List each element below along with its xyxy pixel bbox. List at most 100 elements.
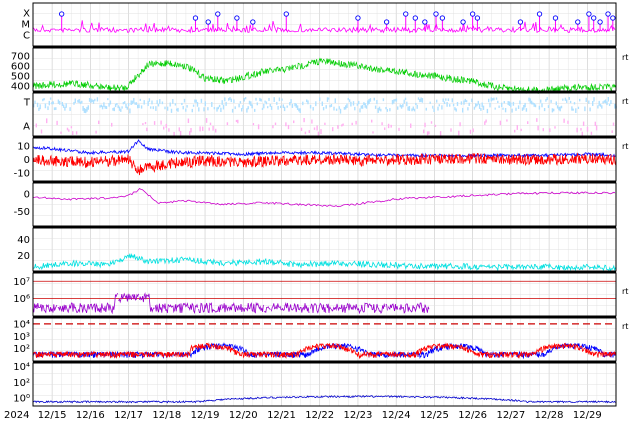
sector-dot [138,104,140,109]
sector-dot [525,108,528,112]
sector-dot [83,107,86,113]
sector-dot [412,106,414,111]
sector-dot [247,106,249,110]
sector-dot [485,119,487,123]
sector-dot [70,126,73,129]
sector-dot [403,99,405,104]
sector-dot [372,131,374,134]
sector-dot [442,98,444,102]
sector-dot [234,106,236,110]
sector-dot [581,131,583,137]
flare-marker [575,19,581,25]
flare-marker [383,19,390,25]
sector-dot [354,106,356,111]
sector-dot [144,122,147,125]
grid-layer [33,3,616,406]
flare-marker [597,19,603,25]
sector-dot [502,107,504,110]
sector-dot [564,97,567,101]
sector-dot [551,108,554,113]
xray-flux-line [32,20,616,34]
sector-dot [294,102,296,107]
sector-dot [542,128,544,132]
sector-dot [488,98,490,103]
sector-dot [342,123,344,126]
sector-dot [571,106,573,111]
electron-y-tick-1e6: 10⁶ [13,294,30,305]
kp-line [32,253,616,272]
sector-dot [228,98,230,101]
sector-dot [91,99,93,102]
sector-dot [611,130,613,133]
sector-dot [203,107,205,112]
sector-dot [163,126,165,130]
x-tick-label: 12/22 [305,410,334,421]
sector-y-tick-A: A [23,122,30,133]
proton-flux-series-b [32,342,616,360]
x-axis: 2024 12/15 12/16 12/17 12/18 12/19 12/20 12/21… [4,410,602,421]
sector-dot [148,98,151,102]
sector-dot [475,103,477,108]
sector-dot [274,122,277,126]
sector-dot [374,105,377,109]
sector-dot [103,102,105,107]
sector-dot [270,106,273,110]
sector-dot [157,103,160,107]
sector-dot [580,128,582,131]
flare-marker [517,19,524,25]
sector-dot [152,106,154,110]
sector-dot [498,105,500,108]
sector-dot [320,129,322,135]
panel-separator [33,360,616,364]
sector-dot [322,107,325,111]
sector-dot [49,97,52,100]
sector-dot [64,106,66,111]
sector-dot [398,127,400,131]
flare-marker [433,11,439,17]
sector-dot [605,99,607,104]
sector-dot [467,107,469,111]
sector-dot [389,108,391,112]
sector-dot [495,97,498,100]
sector-dot [100,104,102,108]
sector-dot [348,99,351,103]
sector-dot [244,97,247,100]
sector-dot [129,108,131,114]
sector-dot [192,104,195,107]
sector-dot [423,129,425,134]
sector-dot [394,99,396,102]
sector-dot [172,99,174,104]
sector-dot [517,105,520,109]
sector-dot [459,122,461,127]
sector-dot [439,131,442,137]
sector-dot [404,97,407,101]
sector-dot [599,103,602,107]
sector-dot [426,131,429,136]
panel-separator [33,180,616,184]
flare-marker [205,19,211,25]
sector-dot [515,107,517,111]
sector-dot [230,98,232,103]
sector-dot [355,120,357,125]
sector-dot [384,127,386,130]
sector-dot [309,104,312,109]
kp-y-tick: 40 [17,235,30,246]
electron-flux-line [32,292,430,315]
sector-dot [291,103,294,108]
sector-dot [543,107,546,112]
sector-dot [416,104,418,109]
x-tick-label: 12/26 [458,410,487,421]
sector-dot [78,98,80,104]
sector-dot [333,106,335,111]
sector-dot [484,121,486,125]
sector-dot [452,103,455,107]
sector-dot [337,125,339,129]
sector-dot [112,107,114,111]
sector-dot [590,131,593,135]
sector-dot [87,105,89,110]
sector-dot [360,105,362,109]
sector-dot [559,106,561,112]
sector-dot [430,121,433,124]
x-tick-label: 12/29 [573,410,602,421]
sector-dot [397,106,399,110]
